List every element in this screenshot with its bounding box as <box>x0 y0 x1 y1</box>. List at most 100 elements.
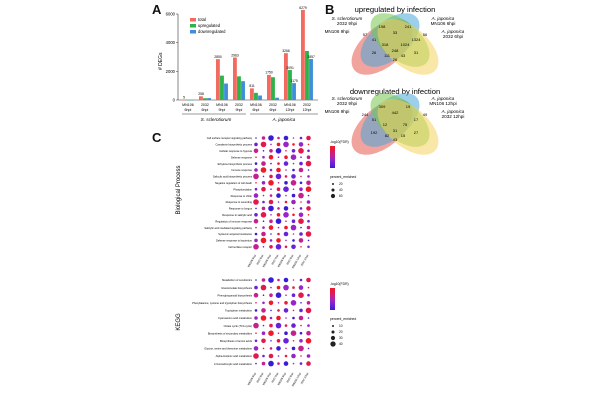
panel-label-c: C <box>152 130 162 145</box>
dotplot-dot <box>299 207 303 210</box>
venn-count: 49 <box>423 112 428 117</box>
dotplot-dot <box>283 277 289 283</box>
dotplot-dot <box>283 284 289 291</box>
dotplot-dot <box>291 353 296 359</box>
dotplot-dot <box>292 188 295 190</box>
dotplot-dot <box>306 225 311 230</box>
dotplot-column-label: 2032 6hpi <box>255 253 264 265</box>
dotplot-row-label: 2-Oxocarboxylic acid metabolism <box>214 362 252 366</box>
dotplot-dot <box>285 317 287 319</box>
venn-ellipse <box>377 19 439 75</box>
dotplot-dot <box>283 338 289 344</box>
dotplot-row-label: Salicylic acid mediated signaling pathwa… <box>204 226 252 230</box>
dotplot-dot <box>277 362 280 365</box>
dotplot-row-label: Glycine, serine and threonine metabolism <box>204 347 252 351</box>
dotplot-dot <box>262 194 265 197</box>
bar-downregulated <box>292 83 296 100</box>
legend-size-dot <box>330 335 336 341</box>
dotplot-row-label: Response to wounding <box>226 200 253 204</box>
legend-size-title: percent_enriched <box>330 175 356 179</box>
dotplot-dot <box>262 175 265 178</box>
dotplot-dot <box>298 292 304 299</box>
dotplot-dot <box>306 277 311 283</box>
dotplot-dot <box>276 238 281 243</box>
dotplot-dot <box>275 292 282 299</box>
dotplot-dot <box>255 156 257 158</box>
dotplot-dot <box>298 142 304 147</box>
dotplot-dot <box>253 199 259 205</box>
venn-count: 111 <box>384 53 391 58</box>
dotplot-dot <box>284 324 288 327</box>
dotplot-dot <box>261 278 266 282</box>
dotplot-dot <box>254 162 258 165</box>
dotplot-dot <box>307 239 310 242</box>
dotplot-dot <box>299 232 303 236</box>
dotplot-dot <box>262 301 265 305</box>
dotplot-dot <box>285 220 287 222</box>
venn-count: 43 <box>393 137 398 142</box>
dotplot-row-label: Phosphorylation <box>233 187 252 191</box>
venn-title: downregulated by infection <box>350 87 440 96</box>
dotplot-dot <box>284 245 288 249</box>
dotplot-dot <box>306 180 311 186</box>
dotplot-dot <box>298 238 304 243</box>
dotplot-dot <box>277 182 280 184</box>
dotplot-dot <box>276 187 281 191</box>
venn-count: 26 <box>372 50 377 55</box>
dotplot-dot <box>298 167 304 173</box>
dotplot-dot <box>300 226 302 229</box>
bar-value-label: 1175 <box>290 79 297 83</box>
dotplot-column-label: 2032 12hpi <box>299 253 309 266</box>
dotplot-dot <box>291 346 296 351</box>
bar-category-label: MN106 <box>250 103 262 107</box>
dotplot-dot <box>260 167 267 173</box>
dotplot-column-label: 2032 12hpi <box>299 371 309 384</box>
venn-count: 1324 <box>412 37 422 42</box>
dotplot-dot <box>262 347 265 350</box>
dotplot-dot <box>299 331 303 335</box>
bar-total <box>301 10 305 101</box>
legend-color-title: -log10(FDR) <box>330 140 349 144</box>
bar-value-label: 3266 <box>282 49 290 53</box>
venn-set-label: MN106 9hpi <box>325 29 350 34</box>
dotplot-dot <box>283 212 289 218</box>
dotplot-dot <box>269 149 273 153</box>
dotplot-dot <box>284 175 288 178</box>
dotplot-dot <box>307 286 310 289</box>
dotplot-dot <box>276 346 281 351</box>
venn-count: 75 <box>403 122 408 127</box>
bar-upregulated <box>237 76 241 100</box>
dotplot-dot <box>254 309 258 312</box>
legend-swatch <box>190 24 196 28</box>
dotplot-dot <box>254 142 258 147</box>
dotplot-dot <box>283 135 289 141</box>
dotplot-dot <box>269 245 273 249</box>
bar-y-tick-label: 6000 <box>166 12 176 17</box>
dotplot-dot <box>260 284 267 291</box>
dotplot-dot <box>253 173 259 180</box>
dotplot-dot <box>292 286 295 289</box>
dotplot-dot <box>255 226 257 229</box>
venn-count: 12 <box>383 122 388 127</box>
dotplot-dot <box>299 161 303 166</box>
dotplot-dot <box>276 193 281 198</box>
dotplot-dot <box>262 324 265 327</box>
legend-color-bar <box>330 288 335 310</box>
dotplot-dot <box>299 339 303 343</box>
legend-color-title: -log10(FDR) <box>330 282 349 286</box>
legend-size-title: percent_enriched <box>330 317 356 321</box>
bar-total <box>199 96 203 100</box>
bar-total <box>284 53 288 100</box>
dotplot-dot <box>253 148 259 154</box>
bar-value-label: 811 <box>249 84 255 88</box>
dotplot-dot <box>269 347 273 350</box>
dotplot-dot <box>284 225 288 230</box>
dotplot-row-label: Metabolism of xenobiotics <box>222 278 253 282</box>
dotplot-dot <box>253 244 259 250</box>
dotplot-dot <box>300 355 302 357</box>
panel-label-b: B <box>325 2 335 17</box>
dotplot-dot <box>285 347 287 350</box>
bar-category-label: 6hpi <box>270 108 277 112</box>
venn-count: 26 <box>393 57 398 62</box>
dotplot-dot <box>254 285 258 290</box>
